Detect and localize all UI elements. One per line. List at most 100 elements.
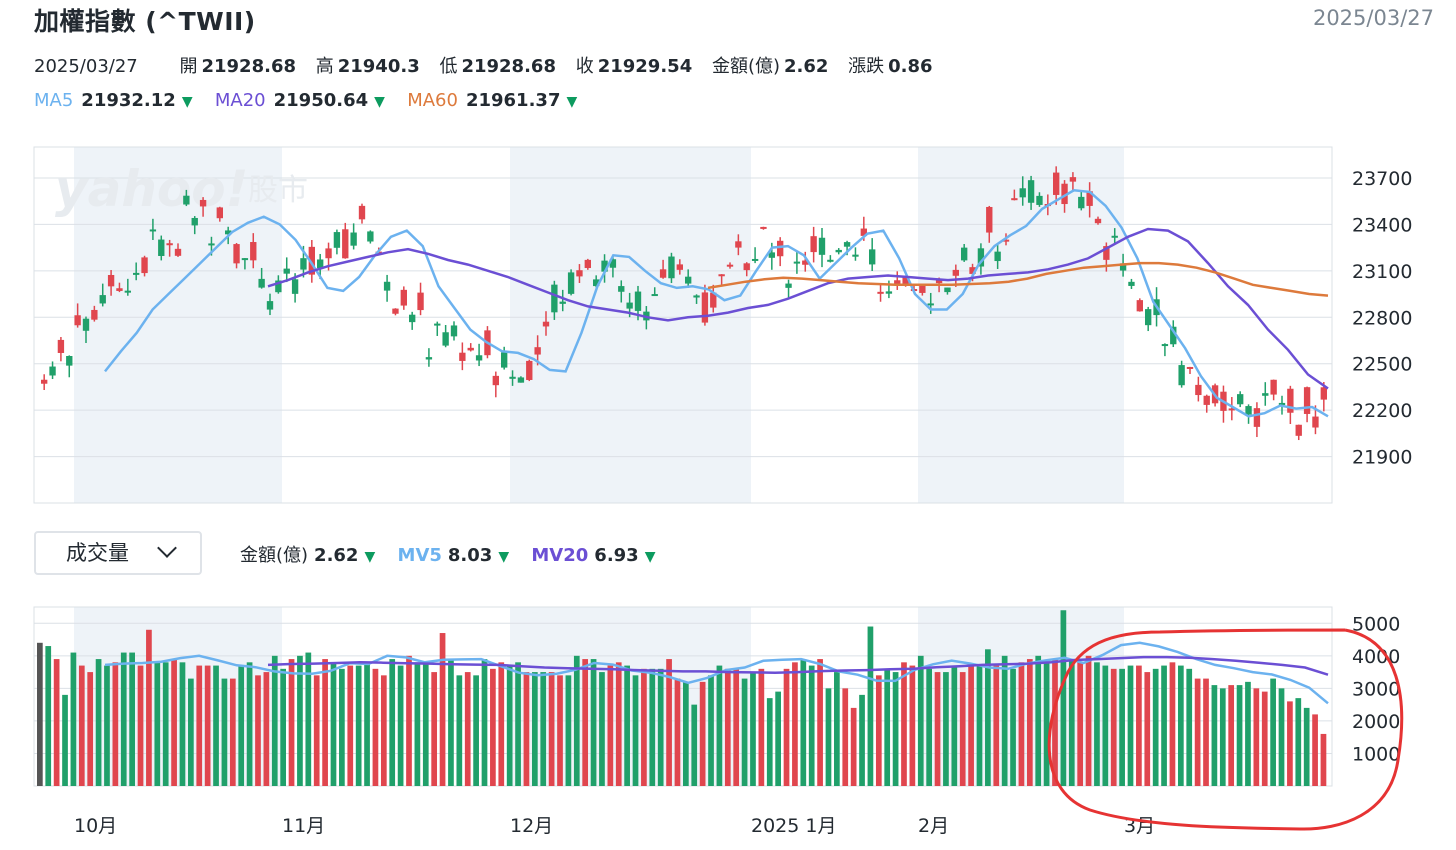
candle-body xyxy=(551,284,558,313)
volume-bar xyxy=(1287,701,1293,786)
candle-body xyxy=(526,360,533,380)
candle-body xyxy=(659,269,667,278)
volume-bar xyxy=(1312,714,1318,786)
price-tick-label: 22500 xyxy=(1352,354,1412,376)
candle-body xyxy=(567,272,575,294)
candle-body xyxy=(442,332,449,346)
candle-body xyxy=(1320,387,1327,400)
volume-bar xyxy=(1052,659,1058,786)
volume-bar xyxy=(632,675,639,786)
volume-bar xyxy=(305,652,312,786)
volume-bar xyxy=(892,672,899,786)
volume-bar xyxy=(481,659,488,786)
candle-body xyxy=(1002,239,1010,242)
volume-bar xyxy=(146,629,152,786)
volume-bar xyxy=(590,659,597,786)
high-label: 高 xyxy=(315,56,334,77)
ma5-label: MA5 xyxy=(34,90,74,111)
volume-bar xyxy=(741,678,748,786)
volume-bar xyxy=(397,665,404,786)
candle-body xyxy=(283,268,290,274)
candle-body xyxy=(718,274,725,277)
volume-bar xyxy=(246,662,253,786)
price-tick-label: 21900 xyxy=(1352,447,1412,469)
candle-body xyxy=(342,229,349,259)
candle-body xyxy=(1195,384,1202,396)
volume-bar xyxy=(750,672,756,786)
candle-body xyxy=(1119,263,1127,271)
candle-body xyxy=(1145,309,1152,326)
volume-bar xyxy=(699,681,706,786)
volume-bar xyxy=(775,691,781,786)
candle-body xyxy=(166,243,173,246)
volume-bar xyxy=(800,659,807,786)
volume-bar xyxy=(221,678,228,786)
candle-body xyxy=(810,236,817,253)
volume-bar xyxy=(917,655,924,786)
candle-body xyxy=(952,269,959,276)
candle-body xyxy=(141,257,148,274)
volume-bar xyxy=(615,662,622,786)
volume-bar xyxy=(1060,610,1067,786)
indicator-select[interactable]: 成交量 xyxy=(34,531,202,575)
volume-tick-label: 1000 xyxy=(1352,743,1400,765)
volume-bar xyxy=(674,678,681,786)
volume-bar xyxy=(473,675,479,786)
volume-bar xyxy=(322,659,328,786)
volume-bar xyxy=(490,668,496,786)
candle-body xyxy=(534,347,541,355)
candle-body xyxy=(869,249,876,265)
candle-body xyxy=(935,278,943,284)
volume-legend: 金額(億) 2.62 ▼ MV5 8.03 ▼ MV20 6.93 ▼ xyxy=(240,541,672,567)
candle-body xyxy=(74,315,81,326)
volume-bar xyxy=(523,672,530,786)
volume-bar xyxy=(1026,659,1033,786)
candle-body xyxy=(1103,246,1110,260)
volume-bar xyxy=(1194,678,1201,786)
candle-body xyxy=(467,347,474,351)
candle-body xyxy=(367,231,374,242)
volume-bar xyxy=(431,672,438,786)
candle-body xyxy=(601,260,608,272)
candle-body xyxy=(877,291,884,294)
volume-bar xyxy=(506,665,513,786)
volume-bar xyxy=(297,655,303,786)
volume-bar xyxy=(657,668,664,786)
volume-tick-label: 2000 xyxy=(1352,711,1400,733)
volume-bar xyxy=(993,665,1000,786)
candle-body xyxy=(726,264,734,267)
candle-body xyxy=(450,325,458,337)
volume-bar xyxy=(364,662,370,786)
volume-bar xyxy=(498,662,505,786)
candle-body xyxy=(1303,387,1311,414)
candle-body xyxy=(383,281,391,291)
candle-body xyxy=(1061,183,1068,205)
volume-bar xyxy=(825,688,832,786)
candle-body xyxy=(124,290,131,293)
candle-body xyxy=(977,248,985,267)
candle-body xyxy=(1027,180,1035,203)
volume-bar xyxy=(708,675,714,786)
candle-body xyxy=(634,291,642,311)
candle-body xyxy=(894,280,901,286)
quote-row: 2025/03/27 開 21928.68 高 21940.3 低 21928.68 … xyxy=(34,52,947,78)
volume-bar xyxy=(1152,668,1159,786)
candle-body xyxy=(149,229,157,232)
candle-body xyxy=(199,199,207,207)
volume-bar xyxy=(573,655,580,786)
price-tick-label: 22200 xyxy=(1352,400,1412,422)
month-tick-label: 2月 xyxy=(918,815,949,837)
volume-bars xyxy=(37,610,1327,786)
volume-bar xyxy=(959,672,966,786)
volume-bar xyxy=(280,668,287,786)
volume-bar xyxy=(1102,665,1109,786)
candle-body xyxy=(425,357,433,360)
volume-bar xyxy=(1211,685,1218,786)
volume-bar xyxy=(238,665,245,786)
price-tick-label: 23100 xyxy=(1352,261,1412,283)
volume-bar xyxy=(1320,733,1327,786)
candle-body xyxy=(250,242,257,261)
candle-body xyxy=(409,314,416,323)
candle-body xyxy=(57,339,65,353)
candle-body xyxy=(827,259,834,262)
